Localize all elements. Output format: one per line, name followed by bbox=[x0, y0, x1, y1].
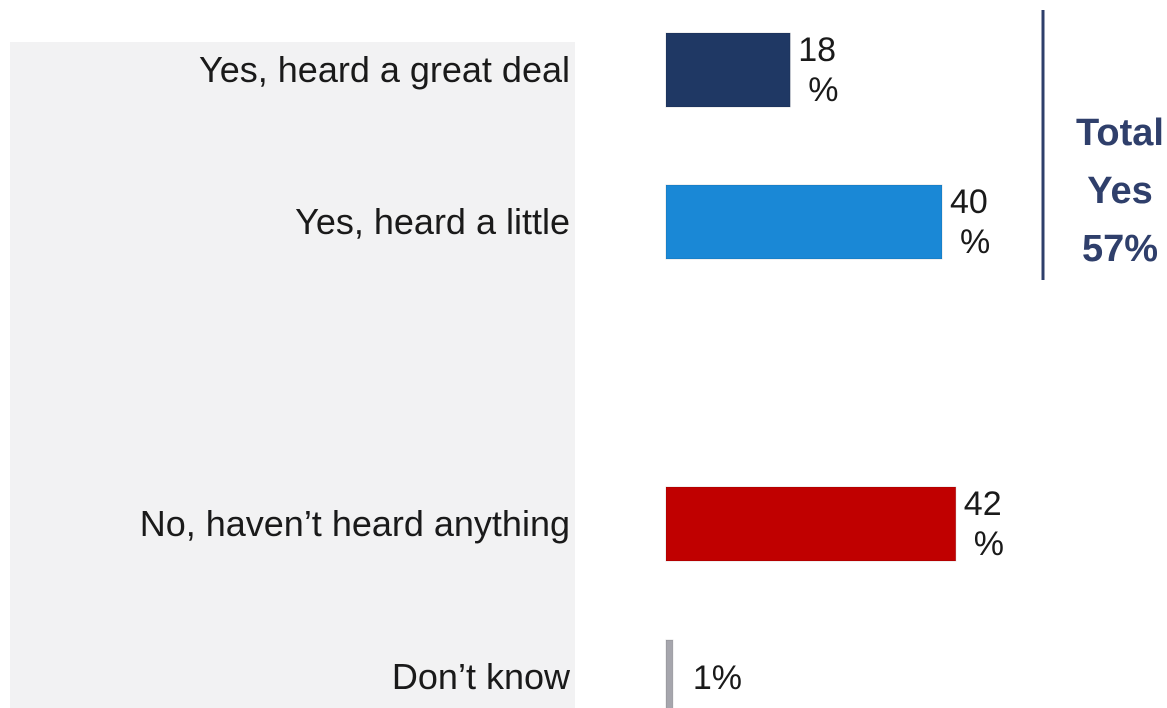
value-label: 1% bbox=[693, 659, 742, 697]
bar-0 bbox=[665, 32, 791, 108]
bar-1 bbox=[665, 184, 943, 260]
category-label: No, haven’t heard anything bbox=[140, 503, 570, 544]
value-label-unit: % bbox=[974, 525, 1004, 563]
category-label-panel bbox=[10, 42, 575, 708]
value-label-unit: % bbox=[808, 71, 838, 109]
total-yes-label: 57% bbox=[1082, 228, 1158, 270]
category-label: Don’t know bbox=[392, 656, 571, 697]
value-label: 40 bbox=[950, 183, 988, 221]
value-label: 42 bbox=[964, 485, 1002, 523]
bar-2 bbox=[665, 486, 957, 562]
total-yes-label: Total bbox=[1076, 112, 1164, 154]
value-label-unit: % bbox=[960, 223, 990, 261]
category-label: Yes, heard a great deal bbox=[199, 49, 570, 90]
category-label: Yes, heard a little bbox=[295, 201, 570, 242]
total-yes-label: Yes bbox=[1087, 170, 1153, 212]
value-label: 18 bbox=[798, 31, 836, 69]
bar-3 bbox=[665, 639, 674, 708]
